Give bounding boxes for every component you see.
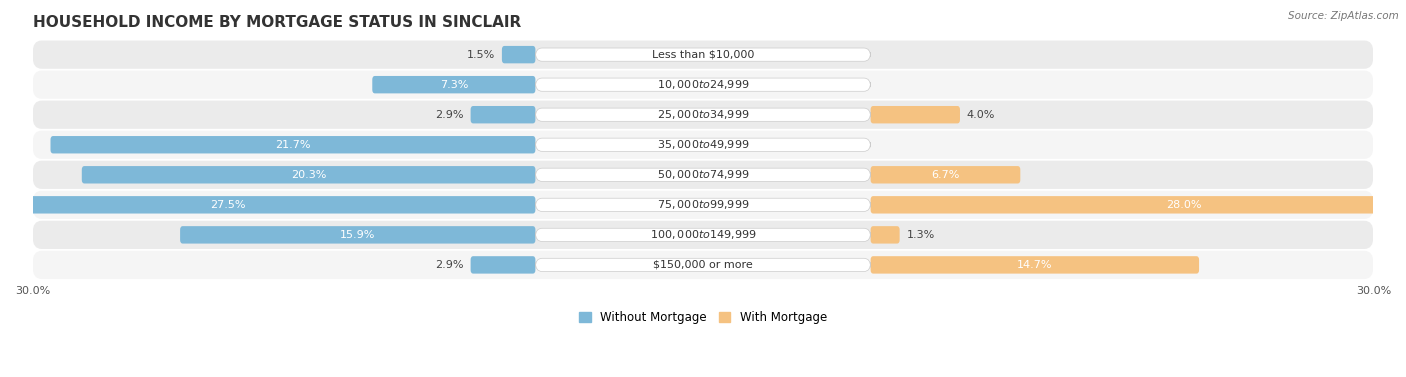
Text: $50,000 to $74,999: $50,000 to $74,999 xyxy=(657,168,749,181)
FancyBboxPatch shape xyxy=(32,191,1374,219)
FancyBboxPatch shape xyxy=(32,251,1374,279)
Text: $35,000 to $49,999: $35,000 to $49,999 xyxy=(657,138,749,151)
Text: $100,000 to $149,999: $100,000 to $149,999 xyxy=(650,228,756,241)
FancyBboxPatch shape xyxy=(536,78,870,91)
FancyBboxPatch shape xyxy=(373,76,536,93)
FancyBboxPatch shape xyxy=(870,256,1199,274)
FancyBboxPatch shape xyxy=(180,226,536,244)
FancyBboxPatch shape xyxy=(471,256,536,274)
Text: 21.7%: 21.7% xyxy=(276,140,311,150)
Text: 14.7%: 14.7% xyxy=(1017,260,1053,270)
FancyBboxPatch shape xyxy=(32,40,1374,69)
FancyBboxPatch shape xyxy=(32,101,1374,129)
FancyBboxPatch shape xyxy=(870,106,960,123)
Text: HOUSEHOLD INCOME BY MORTGAGE STATUS IN SINCLAIR: HOUSEHOLD INCOME BY MORTGAGE STATUS IN S… xyxy=(32,15,520,30)
FancyBboxPatch shape xyxy=(32,130,1374,159)
FancyBboxPatch shape xyxy=(536,258,870,271)
Text: $10,000 to $24,999: $10,000 to $24,999 xyxy=(657,78,749,91)
FancyBboxPatch shape xyxy=(32,70,1374,99)
Text: Source: ZipAtlas.com: Source: ZipAtlas.com xyxy=(1288,11,1399,21)
Text: 28.0%: 28.0% xyxy=(1166,200,1201,210)
FancyBboxPatch shape xyxy=(536,228,870,241)
FancyBboxPatch shape xyxy=(536,48,870,61)
Text: Less than $10,000: Less than $10,000 xyxy=(652,50,754,60)
FancyBboxPatch shape xyxy=(51,136,536,153)
Text: 7.3%: 7.3% xyxy=(440,80,468,90)
FancyBboxPatch shape xyxy=(536,168,870,181)
FancyBboxPatch shape xyxy=(32,221,1374,249)
Text: 27.5%: 27.5% xyxy=(211,200,246,210)
FancyBboxPatch shape xyxy=(502,46,536,63)
FancyBboxPatch shape xyxy=(536,138,870,151)
Legend: Without Mortgage, With Mortgage: Without Mortgage, With Mortgage xyxy=(574,307,832,329)
Text: 15.9%: 15.9% xyxy=(340,230,375,240)
Text: 1.5%: 1.5% xyxy=(467,50,495,60)
Text: 1.3%: 1.3% xyxy=(907,230,935,240)
Text: $25,000 to $34,999: $25,000 to $34,999 xyxy=(657,108,749,121)
FancyBboxPatch shape xyxy=(870,226,900,244)
Text: 2.9%: 2.9% xyxy=(436,260,464,270)
FancyBboxPatch shape xyxy=(82,166,536,184)
Text: 6.7%: 6.7% xyxy=(931,170,960,180)
Text: 4.0%: 4.0% xyxy=(967,110,995,120)
FancyBboxPatch shape xyxy=(870,196,1406,213)
Text: 20.3%: 20.3% xyxy=(291,170,326,180)
FancyBboxPatch shape xyxy=(536,108,870,121)
Text: 2.9%: 2.9% xyxy=(436,110,464,120)
Text: $150,000 or more: $150,000 or more xyxy=(654,260,752,270)
Text: $75,000 to $99,999: $75,000 to $99,999 xyxy=(657,198,749,211)
FancyBboxPatch shape xyxy=(0,196,536,213)
FancyBboxPatch shape xyxy=(536,198,870,211)
FancyBboxPatch shape xyxy=(32,161,1374,189)
FancyBboxPatch shape xyxy=(471,106,536,123)
FancyBboxPatch shape xyxy=(870,166,1021,184)
